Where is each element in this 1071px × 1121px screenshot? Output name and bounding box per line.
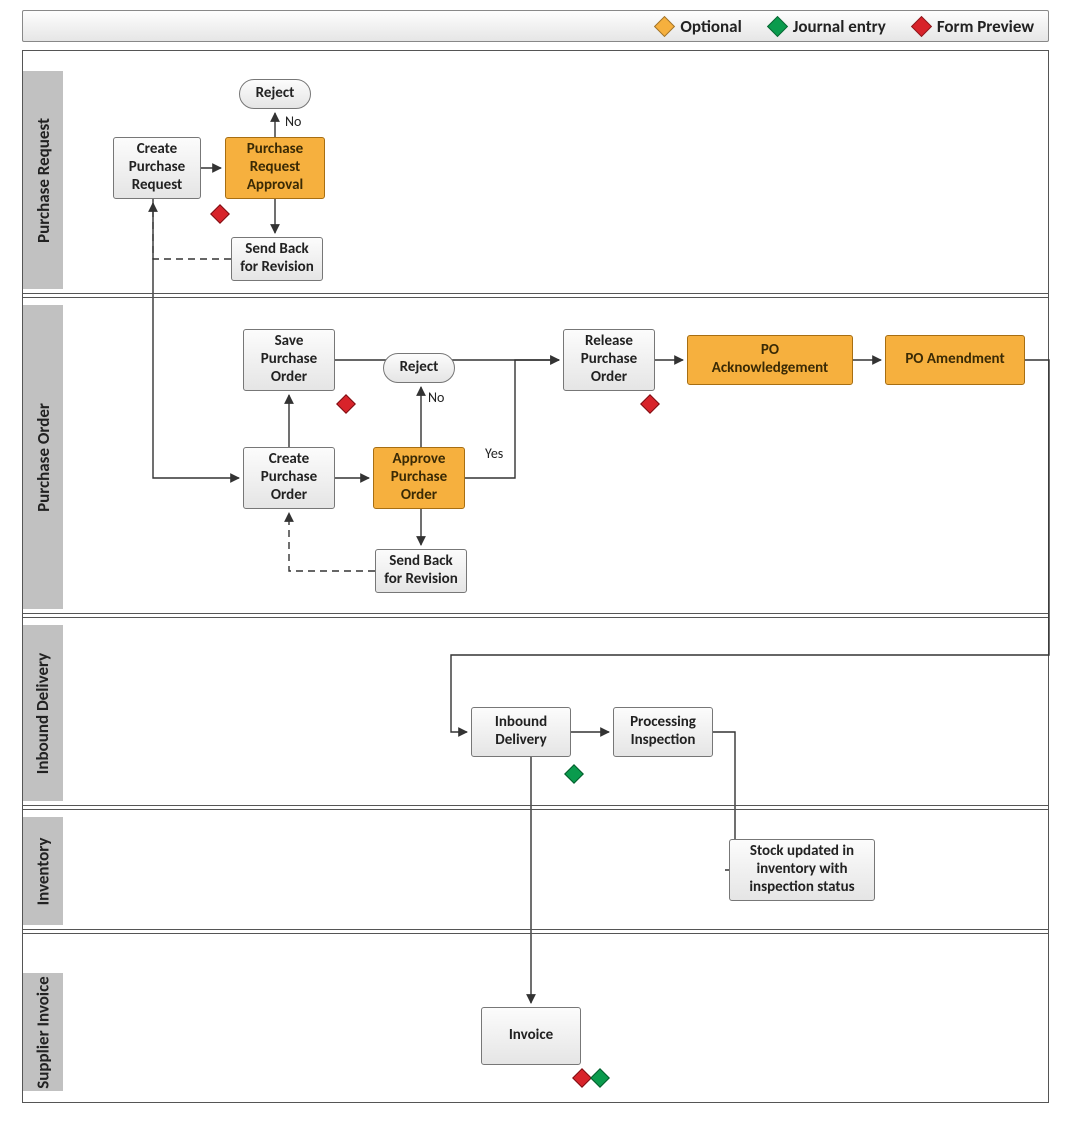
lane-label-text: Purchase Order <box>33 403 54 512</box>
form-preview-icon <box>336 394 356 414</box>
legend-label: Form Preview <box>937 16 1034 37</box>
node-po_save: SavePurchaseOrder <box>243 329 335 391</box>
journal-entry-icon <box>590 1068 610 1088</box>
node-po_amend: PO Amendment <box>885 335 1025 385</box>
flow-canvas: CreatePurchaseRequest PurchaseRequestAppr… <box>63 51 1048 1102</box>
legend-label: Journal entry <box>793 16 886 37</box>
journal-entry-icon <box>564 764 584 784</box>
lane-divider <box>23 929 1048 930</box>
lane-label-text: Inbound Delivery <box>33 652 54 773</box>
legend-label: Optional <box>680 16 741 37</box>
node-pr_create: CreatePurchaseRequest <box>113 137 201 199</box>
lane-label-po: Purchase Order <box>23 305 63 609</box>
lane-label-id: Inbound Delivery <box>23 625 63 801</box>
lane-divider <box>23 293 1048 294</box>
edge <box>451 360 1049 732</box>
lane-label-text: Inventory <box>33 837 54 905</box>
diamond-icon <box>767 15 788 36</box>
node-po_release: ReleasePurchaseOrder <box>563 329 655 391</box>
lane-divider <box>23 809 1048 810</box>
lane-divider <box>23 805 1048 806</box>
edge <box>289 513 375 571</box>
flowchart-container: Optional Journal entry Form Preview Purc… <box>0 0 1071 1121</box>
form-preview-icon <box>572 1068 592 1088</box>
lane-label-pr: Purchase Request <box>23 71 63 289</box>
diamond-icon <box>911 15 932 36</box>
node-po_reject: Reject <box>383 353 455 383</box>
lane-divider <box>23 617 1048 618</box>
node-pr_approve: PurchaseRequestApproval <box>225 137 325 199</box>
edge-label: No <box>428 389 444 406</box>
lane-divider <box>23 613 1048 614</box>
node-pr_reject: Reject <box>239 79 311 109</box>
lane-label-si: Supplier Invoice <box>23 973 63 1091</box>
legend-form-preview: Form Preview <box>914 16 1034 37</box>
form-preview-icon <box>210 204 230 224</box>
legend-journal: Journal entry <box>770 16 886 37</box>
edge <box>465 360 559 478</box>
lane-divider <box>23 933 1048 934</box>
edges-layer <box>63 51 1050 1104</box>
swimlane-frame: Purchase Request Purchase Order Inbound De… <box>22 50 1049 1103</box>
lane-divider <box>23 297 1048 298</box>
edge-label: No <box>285 113 301 130</box>
legend-optional: Optional <box>657 16 741 37</box>
legend-bar: Optional Journal entry Form Preview <box>22 10 1049 42</box>
node-po_sendback: Send Backfor Revision <box>375 549 467 593</box>
node-si_invoice: Invoice <box>481 1007 581 1065</box>
node-pr_sendback: Send Backfor Revision <box>231 237 323 281</box>
lane-label-text: Purchase Request <box>33 118 54 243</box>
lane-label-inv: Inventory <box>23 817 63 925</box>
node-inv_stock: Stock updated ininventory withinspection… <box>729 839 875 901</box>
edge <box>153 199 239 478</box>
node-po_create: CreatePurchaseOrder <box>243 447 335 509</box>
node-id_inspect: ProcessingInspection <box>613 707 713 757</box>
node-id_inbound: InboundDelivery <box>471 707 571 757</box>
lane-label-text: Supplier Invoice <box>33 976 54 1088</box>
node-po_approve: ApprovePurchaseOrder <box>373 447 465 509</box>
node-po_ack: POAcknowledgement <box>687 335 853 385</box>
diamond-icon <box>654 15 675 36</box>
form-preview-icon <box>640 394 660 414</box>
edge-label: Yes <box>485 445 503 462</box>
